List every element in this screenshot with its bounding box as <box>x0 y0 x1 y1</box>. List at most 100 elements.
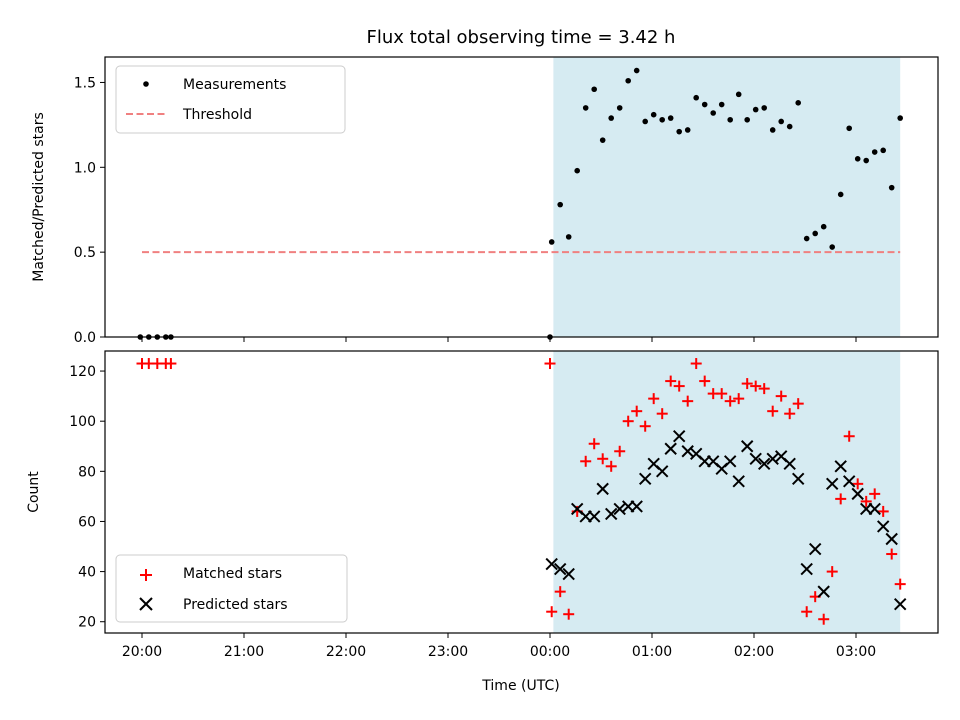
measurement-point <box>854 156 861 162</box>
predicted-star-point <box>808 542 822 556</box>
measurement-point <box>795 100 801 106</box>
x-axis-label: Time (UTC) <box>481 678 559 694</box>
measurement-point <box>871 149 878 155</box>
bottom-axes-frame <box>104 350 939 634</box>
measurement-point <box>769 127 776 133</box>
matched-star-point <box>554 586 566 598</box>
predicted-star-point <box>630 500 643 513</box>
top-legend: Measurements Threshold <box>115 65 346 134</box>
matched-star-point <box>622 415 634 427</box>
matched-star-point <box>818 613 830 625</box>
measurement-point <box>752 106 759 113</box>
matched-star-point <box>690 358 702 370</box>
predicted-star-point <box>783 457 796 471</box>
predicted-star-point <box>825 477 839 491</box>
matched-star-point <box>767 405 779 417</box>
matched-star-point <box>563 608 575 620</box>
matched-star-point <box>165 358 177 370</box>
bottom-y-ticks: 20 40 60 80 100 120 <box>69 364 105 631</box>
measurement-point <box>744 116 750 123</box>
observing-window-span-bottom <box>553 351 901 633</box>
measurement-point <box>684 127 691 133</box>
measurement-point <box>599 137 606 143</box>
matched-star-point <box>801 606 813 618</box>
measurement-point <box>803 235 810 242</box>
measurement-point <box>701 101 708 108</box>
measurement-point <box>735 91 742 98</box>
y-tick-label: 1.5 <box>74 75 96 91</box>
predicted-star-point <box>732 475 745 488</box>
predicted-star-point <box>800 562 813 576</box>
measurement-point <box>718 101 725 108</box>
matched-star-point <box>826 566 838 578</box>
matched-star-point <box>597 453 609 465</box>
predicted-star-point <box>893 597 907 611</box>
legend-threshold-label: Threshold <box>182 107 252 123</box>
matched-star-point <box>631 405 643 417</box>
legend-measurements-marker <box>143 81 149 87</box>
measurement-point <box>837 191 844 198</box>
matched-star-point <box>784 408 796 420</box>
legend-predicted-label: Predicted stars <box>183 597 288 613</box>
measurement-point <box>548 239 555 245</box>
y-tick-label: 1.0 <box>74 160 96 176</box>
measurement-point <box>880 147 886 154</box>
bottom-x-ticks: 20:00 21:00 22:00 23:00 00:00 01:00 02:00 03:00 <box>122 633 876 660</box>
measurement-point <box>667 115 674 121</box>
observing-window-span-top <box>553 57 901 337</box>
predicted-star-point <box>868 502 881 516</box>
predicted-star-point <box>638 472 652 486</box>
predicted-star-point <box>655 465 669 478</box>
y-tick-label: 60 <box>78 514 96 530</box>
measurement-point <box>591 86 597 93</box>
measurement-point <box>565 234 572 240</box>
matched-star-point <box>843 430 855 442</box>
matched-star-point <box>673 380 685 392</box>
legend-measurements-label: Measurements <box>183 77 286 93</box>
legend-matched-label: Matched stars <box>183 566 282 582</box>
matched-star-point <box>869 488 881 500</box>
matched-star-point <box>741 378 753 390</box>
x-tick-label: 21:00 <box>224 644 264 660</box>
matched-star-point <box>835 493 847 505</box>
predicted-star-point <box>681 445 694 458</box>
predicted-star-point <box>604 507 618 521</box>
matched-star-point <box>546 606 558 618</box>
measurement-point <box>786 123 793 130</box>
matched-star-point <box>852 478 864 490</box>
predicted-star-point <box>834 460 847 473</box>
measurement-point <box>829 244 835 250</box>
predicted-star-point <box>740 440 754 453</box>
measurement-point <box>727 116 733 123</box>
predicted-star-point <box>664 442 677 455</box>
measurement-point <box>642 118 648 125</box>
predicted-star-point <box>613 502 626 516</box>
matched-star-point <box>682 395 694 407</box>
predicted-star-point <box>876 520 890 533</box>
measurement-point <box>625 77 631 84</box>
bottom-panel: 20 40 60 80 100 120 20:00 21:00 22:00 23:00 00:00… <box>26 350 939 694</box>
y-tick-label: 100 <box>69 414 96 430</box>
matched-star-point <box>699 375 711 387</box>
top-x-ticks <box>141 337 857 342</box>
measurement-point <box>863 157 869 164</box>
measurement-point <box>608 115 614 121</box>
measurement-point <box>778 118 784 125</box>
y-tick-label: 40 <box>78 565 96 581</box>
matched-star-point <box>648 393 660 405</box>
predicted-star-point <box>723 455 737 468</box>
bottom-y-axis-label: Count <box>26 471 42 513</box>
bottom-legend: Matched stars Predicted stars <box>115 554 348 623</box>
measurement-point <box>633 67 640 74</box>
measurement-point <box>659 116 665 123</box>
measurement-point <box>676 128 682 135</box>
predicted-star-point <box>562 567 575 581</box>
matched-star-point <box>894 578 906 590</box>
x-tick-label: 02:00 <box>734 644 774 660</box>
predicted-star-point <box>672 430 686 443</box>
x-tick-label: 03:00 <box>836 644 876 660</box>
predicted-star-point <box>553 562 567 576</box>
measurement-point <box>616 105 623 111</box>
x-tick-label: 22:00 <box>326 644 366 660</box>
